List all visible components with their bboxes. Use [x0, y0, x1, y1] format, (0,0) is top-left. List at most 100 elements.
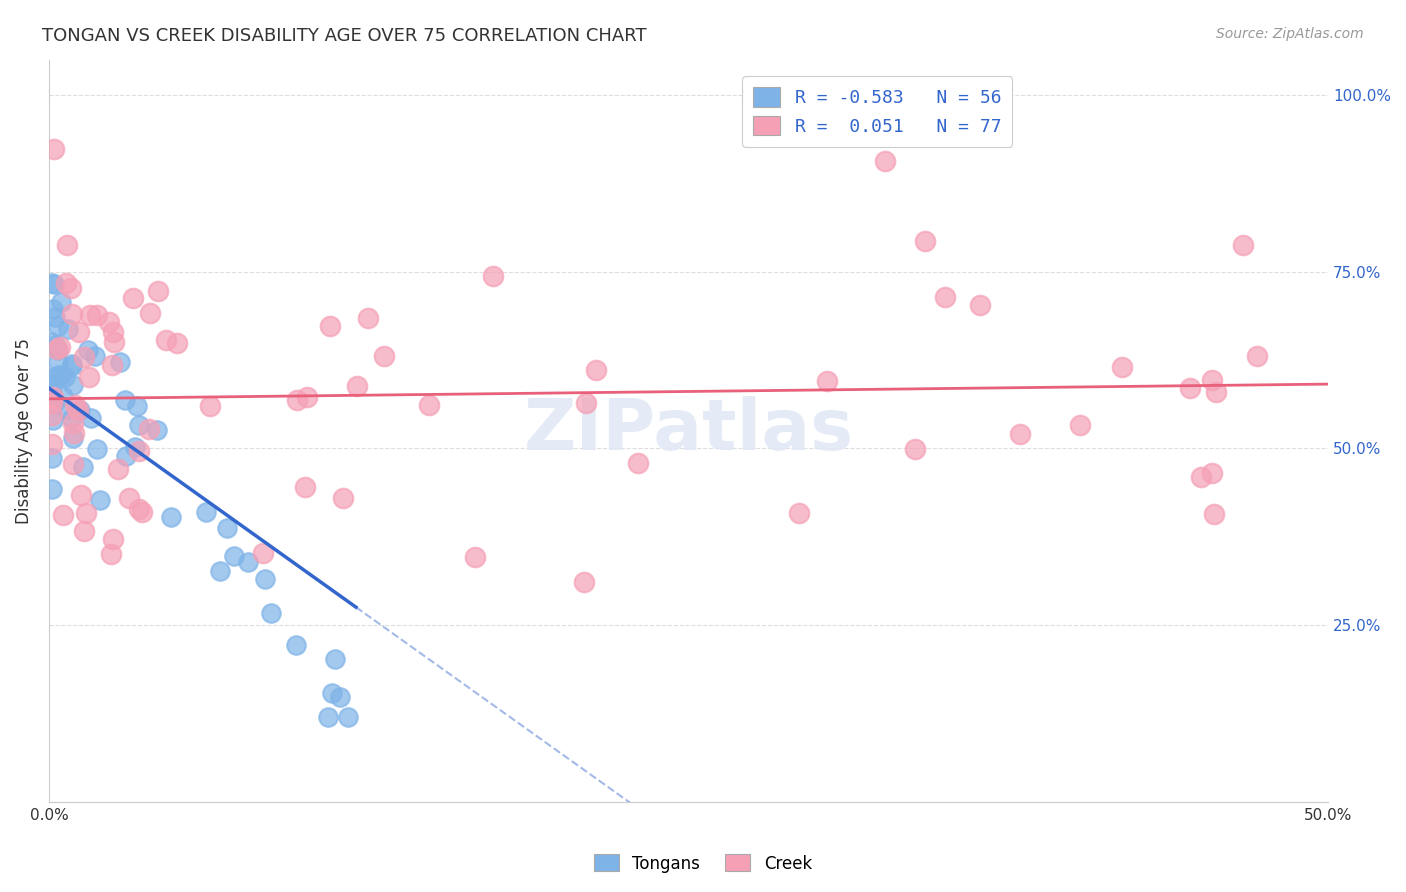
- Point: [1232, 237, 1254, 252]
- Point: [875, 153, 897, 168]
- Point: [79, 369, 101, 384]
- Point: [107, 462, 129, 476]
- Point: [41, 276, 63, 290]
- Point: [482, 268, 505, 283]
- Point: [69, 403, 91, 417]
- Point: [62, 377, 84, 392]
- Text: TONGAN VS CREEK DISABILITY AGE OVER 75 CORRELATION CHART: TONGAN VS CREEK DISABILITY AGE OVER 75 C…: [42, 27, 647, 45]
- Point: [575, 396, 598, 410]
- Point: [969, 298, 991, 312]
- Point: [100, 547, 122, 561]
- Point: [42, 413, 65, 427]
- Point: [139, 305, 162, 319]
- Point: [49, 340, 72, 354]
- Point: [585, 362, 607, 376]
- Point: [52, 389, 75, 403]
- Point: [418, 398, 440, 412]
- Point: [464, 549, 486, 564]
- Point: [115, 450, 138, 464]
- Point: [260, 606, 283, 620]
- Point: [80, 410, 103, 425]
- Point: [215, 521, 238, 535]
- Point: [160, 510, 183, 524]
- Point: [128, 502, 150, 516]
- Point: [46, 355, 69, 369]
- Point: [89, 493, 111, 508]
- Point: [1201, 373, 1223, 387]
- Point: [41, 482, 63, 496]
- Point: [297, 390, 319, 404]
- Point: [42, 277, 65, 292]
- Legend: Tongans, Creek: Tongans, Creek: [588, 847, 818, 880]
- Point: [77, 343, 100, 358]
- Point: [627, 457, 650, 471]
- Point: [42, 396, 65, 410]
- Point: [166, 336, 188, 351]
- Point: [103, 334, 125, 349]
- Point: [49, 295, 72, 310]
- Point: [44, 338, 66, 352]
- Point: [572, 575, 595, 590]
- Point: [52, 508, 75, 522]
- Point: [62, 416, 84, 430]
- Point: [62, 431, 84, 445]
- Point: [194, 505, 217, 519]
- Point: [63, 398, 86, 412]
- Point: [285, 393, 308, 408]
- Point: [41, 450, 63, 465]
- Point: [321, 686, 343, 700]
- Point: [41, 408, 63, 422]
- Point: [49, 368, 72, 383]
- Point: [46, 343, 69, 358]
- Point: [787, 506, 810, 520]
- Point: [128, 418, 150, 433]
- Point: [62, 425, 84, 440]
- Point: [46, 368, 69, 383]
- Point: [56, 322, 79, 336]
- Point: [332, 491, 354, 505]
- Point: [817, 374, 839, 388]
- Point: [254, 572, 277, 586]
- Point: [209, 565, 232, 579]
- Point: [62, 359, 84, 374]
- Text: Source: ZipAtlas.com: Source: ZipAtlas.com: [1216, 27, 1364, 41]
- Point: [41, 390, 63, 404]
- Point: [72, 350, 94, 364]
- Point: [200, 400, 222, 414]
- Point: [100, 358, 122, 372]
- Point: [42, 142, 65, 156]
- Point: [1201, 466, 1223, 480]
- Point: [44, 370, 66, 384]
- Point: [1178, 381, 1201, 395]
- Point: [914, 235, 936, 249]
- Point: [42, 376, 65, 391]
- Point: [60, 307, 83, 321]
- Point: [67, 403, 90, 417]
- Point: [41, 436, 63, 450]
- Point: [125, 399, 148, 413]
- Point: [336, 710, 359, 724]
- Point: [41, 395, 63, 409]
- Point: [79, 309, 101, 323]
- Point: [60, 281, 83, 295]
- Point: [294, 480, 316, 494]
- Point: [1202, 507, 1225, 521]
- Point: [252, 546, 274, 560]
- Point: [1111, 360, 1133, 375]
- Point: [124, 440, 146, 454]
- Point: [131, 505, 153, 519]
- Point: [316, 710, 339, 724]
- Point: [1189, 469, 1212, 483]
- Point: [1008, 427, 1031, 442]
- Point: [56, 238, 79, 252]
- Point: [138, 422, 160, 436]
- Point: [72, 459, 94, 474]
- Text: ZIPatlas: ZIPatlas: [523, 396, 853, 465]
- Point: [1246, 350, 1268, 364]
- Point: [329, 690, 352, 704]
- Point: [155, 333, 177, 347]
- Point: [44, 310, 66, 324]
- Point: [236, 555, 259, 569]
- Y-axis label: Disability Age Over 75: Disability Age Over 75: [15, 337, 32, 524]
- Point: [98, 315, 121, 329]
